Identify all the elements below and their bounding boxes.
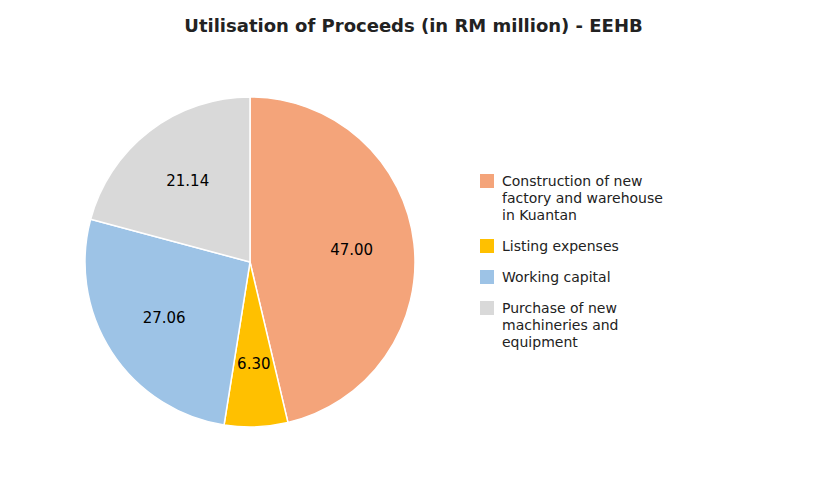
- legend-label: Purchase of newmachineries andequipment: [502, 300, 619, 350]
- legend-label: Working capital: [502, 269, 611, 285]
- data-label: 47.00: [330, 241, 373, 259]
- data-label: 21.14: [166, 172, 209, 190]
- legend-label: Listing expenses: [502, 238, 619, 254]
- legend-label-line: Working capital: [502, 269, 611, 285]
- legend-label-line: machineries and: [502, 317, 619, 333]
- pie: [85, 97, 415, 427]
- legend-label-line: factory and warehouse: [502, 190, 663, 206]
- legend-label: Construction of newfactory and warehouse…: [502, 173, 663, 223]
- legend-label-line: Purchase of new: [502, 300, 617, 316]
- pie-slice: [91, 97, 250, 262]
- data-label: 6.30: [237, 355, 270, 373]
- legend-label-line: equipment: [502, 334, 578, 350]
- legend-swatch: [480, 174, 494, 188]
- legend-item: Listing expenses: [480, 238, 619, 254]
- legend: Construction of newfactory and warehouse…: [480, 173, 663, 350]
- legend-label-line: Construction of new: [502, 173, 642, 189]
- legend-label-line: in Kuantan: [502, 207, 577, 223]
- data-label: 27.06: [143, 309, 186, 327]
- legend-swatch: [480, 239, 494, 253]
- legend-item: Working capital: [480, 269, 611, 285]
- data-labels: 47.00 6.30 27.06 21.14: [143, 172, 373, 373]
- chart: Utilisation of Proceeds (in RM million) …: [0, 0, 827, 497]
- legend-swatch: [480, 301, 494, 315]
- legend-label-line: Listing expenses: [502, 238, 619, 254]
- legend-item: Purchase of newmachineries andequipment: [480, 300, 619, 350]
- legend-swatch: [480, 270, 494, 284]
- title: Utilisation of Proceeds (in RM million) …: [184, 15, 642, 36]
- legend-item: Construction of newfactory and warehouse…: [480, 173, 663, 223]
